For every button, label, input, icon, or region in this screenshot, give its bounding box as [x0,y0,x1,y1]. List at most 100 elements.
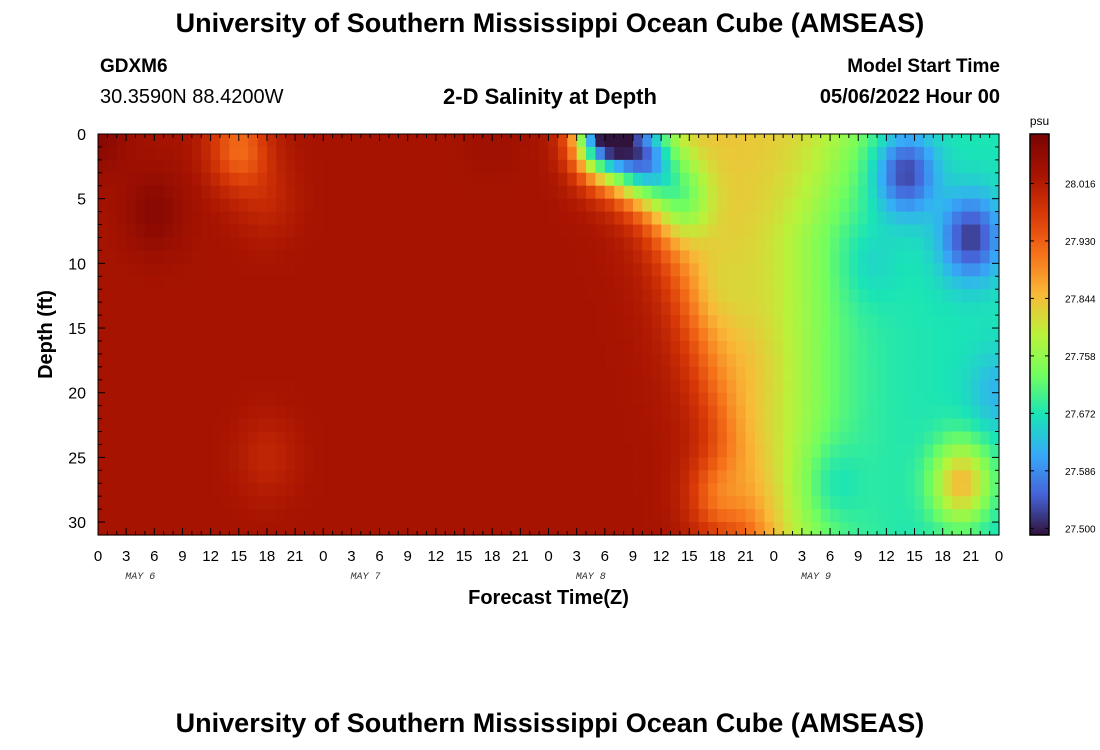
heatmap-cell [811,509,822,523]
heatmap-cell [351,159,362,174]
heatmap-cell [417,198,428,213]
heatmap-cell [220,289,230,303]
heatmap-cell [492,405,503,420]
heatmap-cell [726,289,737,303]
heatmap-cell [248,483,259,497]
heatmap-cell [426,224,437,239]
heatmap-cell [623,198,634,213]
heatmap-cell [154,315,165,329]
heatmap-cell [539,522,550,536]
heatmap-cell [717,185,728,200]
heatmap-cell [895,522,906,536]
heatmap-cell [445,276,456,290]
heatmap-cell [820,431,831,446]
heatmap-cell [295,315,306,329]
heatmap-cell [98,328,108,342]
heatmap-cell [501,276,512,290]
heatmap-cell [492,134,503,148]
heatmap-cell [285,379,296,394]
heatmap-cell [886,250,897,264]
heatmap-cell [257,392,268,407]
heatmap-cell [858,172,869,187]
heatmap-cell [905,276,916,290]
heatmap-cell [351,379,362,394]
heatmap-cell [191,405,202,420]
heatmap-cell [708,483,719,497]
heatmap-cell [295,353,306,368]
heatmap-cell [295,470,306,484]
heatmap-cell [266,315,277,329]
heatmap-cell [285,470,296,484]
heatmap-cell [464,418,475,433]
heatmap-cell [238,146,249,161]
heatmap-cell [811,263,822,277]
heatmap-cell [388,185,399,200]
heatmap-cell [285,509,296,523]
heatmap-cell [238,159,249,174]
heatmap-cell [567,470,578,484]
heatmap-cell [266,405,277,420]
heatmap-cell [482,198,493,213]
heatmap-cell [238,470,249,484]
heatmap-cell [867,250,878,264]
heatmap-cell [126,509,137,523]
heatmap-cell [238,496,249,510]
heatmap-cell [191,185,202,200]
heatmap-cell [257,237,268,252]
heatmap-cell [163,392,174,407]
heatmap-cell [135,198,146,213]
heatmap-cell [886,289,897,303]
heatmap-cell [229,224,240,239]
heatmap-cell [201,250,212,264]
heatmap-cell [529,328,540,342]
heatmap-cell [191,444,202,458]
heatmap-cell [454,237,465,252]
heatmap-cell [182,353,193,368]
heatmap-cell [895,315,906,329]
heatmap-cell [717,250,728,264]
heatmap-cell [830,379,841,394]
heatmap-cell [642,289,653,303]
heatmap-cell [539,328,550,342]
heatmap-cell [689,134,700,148]
heatmap-cell [614,379,625,394]
heatmap-cell [191,392,202,407]
heatmap-cell [970,405,981,420]
heatmap-cell [492,250,503,264]
heatmap-cell [623,250,634,264]
heatmap-cell [473,431,484,446]
heatmap-cell [342,211,353,226]
heatmap-cell [848,146,859,161]
heatmap-cell [107,328,118,342]
heatmap-cell [191,496,202,510]
heatmap-cell [407,224,418,239]
heatmap-cell [248,276,259,290]
heatmap-cell [191,237,202,252]
heatmap-cell [839,522,850,536]
heatmap-cell [398,340,409,355]
heatmap-cell [360,366,371,381]
heatmap-cell [764,328,775,342]
heatmap-cell [867,263,878,277]
x-tick-label: 12 [878,548,895,565]
heatmap-cell [961,185,972,200]
heatmap-cell [173,276,184,290]
heatmap-cell [858,237,869,252]
heatmap-cell [642,366,653,381]
heatmap-cell [173,146,184,161]
heatmap-cell [313,198,324,213]
heatmap-cell [632,250,643,264]
heatmap-cell [379,250,390,264]
heatmap-cell [342,431,353,446]
heatmap-cell [379,418,390,433]
heatmap-cell [482,340,493,355]
heatmap-cell [332,263,343,277]
heatmap-cell [238,237,249,252]
heatmap-cell [154,353,165,368]
heatmap-cell [801,418,812,433]
heatmap-cell [510,392,521,407]
heatmap-cell [783,392,794,407]
heatmap-cell [895,457,906,471]
heatmap-cell [661,340,672,355]
heatmap-cell [398,496,409,510]
